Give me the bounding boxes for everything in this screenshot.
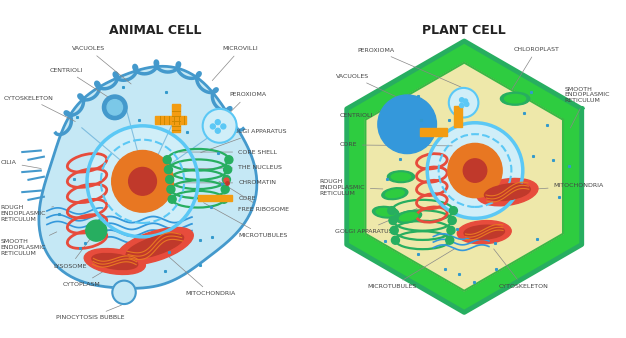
- Text: PINOCYTOSIS BUBBLE: PINOCYTOSIS BUBBLE: [56, 305, 125, 320]
- Polygon shape: [347, 41, 582, 312]
- Circle shape: [449, 88, 478, 118]
- Circle shape: [225, 156, 233, 164]
- Ellipse shape: [126, 234, 183, 259]
- Text: CHLOROPLAST: CHLOROPLAST: [512, 47, 560, 90]
- Text: CILIA: CILIA: [1, 160, 41, 169]
- Ellipse shape: [485, 184, 530, 200]
- Text: VACUOLES: VACUOLES: [336, 74, 403, 100]
- Ellipse shape: [477, 178, 538, 206]
- Text: MITOCHONDRIA: MITOCHONDRIA: [169, 257, 236, 296]
- Text: ROUGH
ENDOPLASMIC
RETICULUM: ROUGH ENDOPLASMIC RETICULUM: [1, 206, 53, 222]
- Circle shape: [111, 150, 173, 212]
- Text: CORE: CORE: [339, 142, 452, 147]
- Ellipse shape: [500, 92, 530, 105]
- Bar: [172, 104, 180, 132]
- Ellipse shape: [382, 188, 408, 200]
- Text: VACUOLES: VACUOLES: [71, 46, 131, 84]
- Circle shape: [165, 166, 172, 174]
- Circle shape: [389, 216, 397, 224]
- Circle shape: [387, 207, 396, 215]
- Bar: [198, 195, 232, 201]
- Polygon shape: [39, 66, 257, 288]
- Ellipse shape: [116, 227, 193, 265]
- Ellipse shape: [92, 254, 138, 269]
- Text: ROUGH
ENDOPLASMIC
RETICULUM: ROUGH ENDOPLASMIC RETICULUM: [319, 179, 383, 196]
- Circle shape: [107, 100, 123, 115]
- Circle shape: [103, 95, 127, 120]
- Circle shape: [221, 185, 229, 193]
- Text: CHROMATIN: CHROMATIN: [179, 180, 276, 185]
- Ellipse shape: [85, 248, 145, 274]
- Circle shape: [167, 185, 175, 193]
- Circle shape: [129, 167, 156, 195]
- Text: CYTOSKELETON: CYTOSKELETON: [494, 249, 548, 289]
- Ellipse shape: [399, 213, 418, 221]
- Text: CENTRIOLI: CENTRIOLI: [50, 68, 121, 106]
- Ellipse shape: [396, 211, 421, 223]
- Circle shape: [223, 166, 232, 174]
- Ellipse shape: [458, 221, 511, 244]
- Text: MITOCHONDRIA: MITOCHONDRIA: [516, 184, 604, 190]
- Circle shape: [459, 98, 464, 102]
- Text: THE NUCLEUS: THE NUCLEUS: [179, 165, 282, 170]
- Text: PEROXIOMA: PEROXIOMA: [222, 93, 266, 121]
- Bar: [155, 116, 186, 124]
- Circle shape: [210, 124, 215, 129]
- Circle shape: [163, 156, 172, 164]
- Circle shape: [215, 120, 220, 125]
- Text: LYSOSOME: LYSOSOME: [53, 233, 95, 269]
- Ellipse shape: [505, 95, 526, 103]
- Ellipse shape: [387, 171, 414, 183]
- Ellipse shape: [391, 173, 411, 180]
- Circle shape: [448, 143, 502, 198]
- Text: PLANT CELL: PLANT CELL: [423, 24, 506, 37]
- Circle shape: [378, 95, 436, 153]
- Circle shape: [168, 195, 176, 203]
- Text: SMOOTH
ENDOPLASMIC
RETICULUM: SMOOTH ENDOPLASMIC RETICULUM: [1, 232, 57, 256]
- Text: MICROVILLI: MICROVILLI: [212, 46, 259, 80]
- Circle shape: [87, 126, 198, 237]
- Text: MICROTUBULES: MICROTUBULES: [367, 248, 456, 289]
- Text: FREE RIBOSOME: FREE RIBOSOME: [219, 181, 289, 212]
- Text: CORE: CORE: [179, 196, 255, 201]
- Circle shape: [464, 102, 469, 106]
- Circle shape: [391, 236, 399, 244]
- Circle shape: [447, 226, 455, 234]
- Text: GOLGI APPARATUS: GOLGI APPARATUS: [335, 209, 417, 234]
- Ellipse shape: [464, 225, 505, 239]
- Circle shape: [446, 236, 454, 244]
- Text: CYTOPLASM: CYTOPLASM: [63, 257, 128, 287]
- Circle shape: [203, 109, 237, 143]
- Ellipse shape: [386, 190, 404, 198]
- Ellipse shape: [376, 209, 395, 216]
- Polygon shape: [366, 63, 563, 291]
- Circle shape: [427, 123, 523, 218]
- Circle shape: [448, 216, 456, 224]
- Text: SMOOTH
ENDOPLASMIC
RETICULUM: SMOOTH ENDOPLASMIC RETICULUM: [565, 87, 610, 128]
- Circle shape: [86, 220, 107, 241]
- Text: ANIMAL CELL: ANIMAL CELL: [109, 24, 201, 37]
- Circle shape: [449, 207, 458, 215]
- Circle shape: [112, 281, 136, 304]
- Text: CORE SHELL: CORE SHELL: [179, 149, 277, 154]
- Text: CYTOSKELETON: CYTOSKELETON: [4, 96, 75, 121]
- Bar: [454, 106, 462, 127]
- Circle shape: [221, 124, 226, 129]
- Circle shape: [215, 128, 220, 133]
- Bar: [421, 128, 446, 136]
- Circle shape: [222, 175, 230, 184]
- Circle shape: [166, 175, 173, 184]
- Circle shape: [390, 226, 398, 234]
- Circle shape: [463, 159, 487, 182]
- Circle shape: [463, 99, 468, 103]
- Text: GOLGI APPARATUS: GOLGI APPARATUS: [201, 129, 286, 153]
- Text: PEROXIOMA: PEROXIOMA: [358, 48, 461, 87]
- Circle shape: [220, 195, 228, 203]
- Circle shape: [459, 103, 464, 107]
- Text: CENTRIOLI: CENTRIOLI: [339, 114, 428, 131]
- Ellipse shape: [372, 207, 399, 218]
- Text: MICROTUBULES: MICROTUBULES: [203, 203, 287, 238]
